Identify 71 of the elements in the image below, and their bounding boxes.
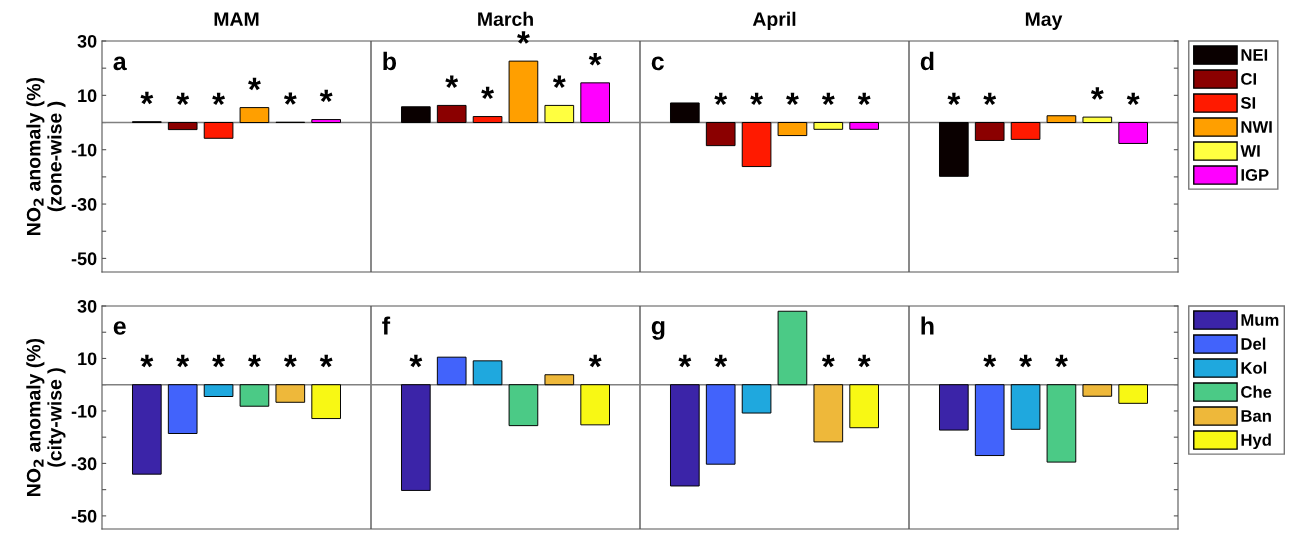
data-label: * — [212, 354, 226, 368]
data-label: * — [1019, 354, 1033, 368]
data-label: * — [409, 354, 423, 368]
annotation: c — [651, 56, 664, 71]
legend-label: CI — [1241, 73, 1256, 85]
annotation: b — [383, 51, 397, 71]
data-label: * — [212, 92, 226, 106]
x-tick-label: March — [478, 11, 533, 27]
y-axis-title: NO$_{2}$ anomaly (%) (city-wise ) — [26, 338, 66, 496]
data-label: * — [983, 92, 997, 106]
data-label: * — [714, 354, 728, 368]
data-label: * — [481, 86, 495, 100]
annotation: g — [651, 321, 665, 340]
data-label: * — [248, 77, 261, 91]
data-label: * — [857, 92, 871, 106]
data-label: * — [319, 89, 333, 103]
data-label: * — [517, 31, 530, 44]
y-tick-label: -30 — [71, 457, 97, 471]
data-label: * — [678, 354, 692, 368]
data-label: * — [821, 92, 835, 106]
data-label: * — [714, 92, 728, 106]
y-tick-label: -50 — [71, 252, 97, 266]
data-label: * — [176, 92, 190, 106]
y-tick-label: 30 — [77, 34, 97, 48]
x-tick-label: April — [752, 11, 796, 30]
y-tick-label: -10 — [71, 143, 97, 157]
data-label: * — [588, 354, 602, 368]
data-label: * — [176, 354, 190, 368]
data-label: * — [552, 75, 566, 88]
legend-label: Ban — [1241, 410, 1271, 422]
y-tick-label: -50 — [71, 509, 97, 523]
data-label: * — [283, 354, 297, 368]
legend-label: IGP — [1241, 169, 1269, 181]
data-label: * — [786, 92, 799, 106]
y-axis-title: NO$_{2}$ anomaly (%) (zone-wise ) — [26, 77, 66, 235]
data-label: * — [947, 92, 961, 106]
legend-label: Che — [1241, 385, 1272, 398]
data-label: * — [588, 53, 602, 66]
data-label: * — [750, 92, 764, 106]
data-label: * — [821, 354, 835, 368]
data-label: * — [319, 354, 333, 368]
annotation: h — [921, 316, 934, 335]
legend-label: Kol — [1241, 361, 1267, 374]
y-tick-label: 10 — [78, 352, 97, 366]
legend-label: Del — [1241, 337, 1266, 350]
legend-label: NWI — [1241, 121, 1272, 133]
y-tick-label: 10 — [78, 89, 97, 103]
data-label: * — [1055, 354, 1068, 368]
legend-label: SI — [1240, 97, 1256, 109]
data-label: * — [1090, 87, 1104, 100]
y-tick-label: 30 — [77, 299, 97, 313]
annotation: f — [382, 316, 391, 335]
legend-label: Hyd — [1241, 433, 1271, 450]
x-tick-label: May — [1025, 12, 1063, 30]
data-label: * — [1126, 92, 1140, 106]
data-label: * — [248, 354, 261, 368]
annotation: e — [113, 321, 126, 335]
data-label: * — [283, 92, 297, 105]
data-label: * — [857, 354, 871, 368]
y-tick-label: -30 — [71, 197, 97, 211]
data-label: * — [983, 354, 997, 368]
annotation: d — [920, 51, 934, 71]
data-label: * — [140, 91, 154, 105]
legend-label: WI — [1240, 145, 1260, 157]
annotation: a — [113, 56, 127, 71]
legend-label: Mum — [1241, 314, 1279, 326]
data-label: * — [140, 354, 154, 368]
data-label: * — [445, 75, 459, 88]
legend-label: NEI — [1241, 49, 1268, 61]
y-tick-label: -10 — [71, 404, 97, 418]
x-tick-label: MAM — [214, 12, 259, 26]
